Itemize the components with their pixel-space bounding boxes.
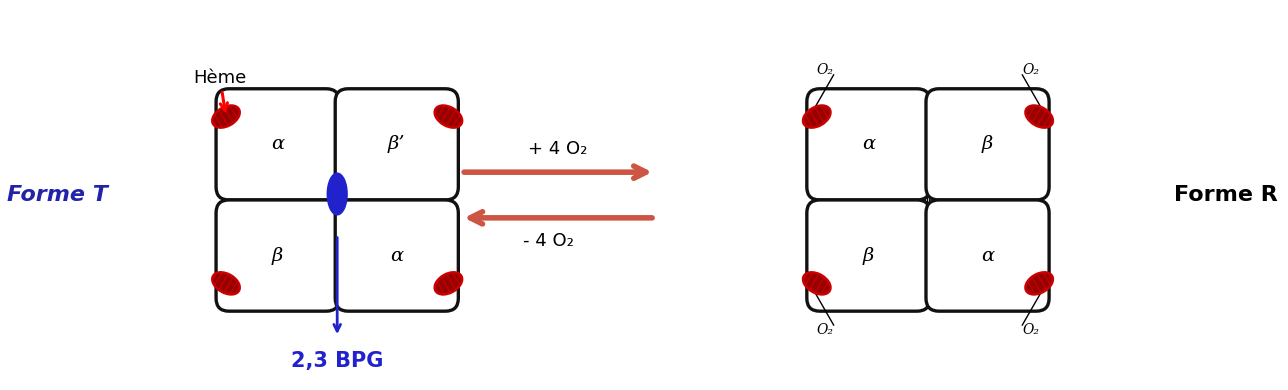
- Text: α: α: [981, 246, 994, 264]
- FancyBboxPatch shape: [216, 200, 339, 311]
- Bar: [263, 209, 412, 227]
- Ellipse shape: [434, 272, 462, 294]
- Text: β’: β’: [388, 135, 406, 153]
- Text: β: β: [863, 246, 875, 264]
- FancyBboxPatch shape: [335, 200, 459, 311]
- Text: Forme R: Forme R: [1173, 185, 1278, 205]
- Text: α: α: [390, 246, 403, 264]
- FancyBboxPatch shape: [335, 89, 459, 200]
- Text: Forme T: Forme T: [6, 185, 107, 205]
- FancyBboxPatch shape: [926, 200, 1050, 311]
- Text: α: α: [270, 135, 285, 153]
- Text: β: β: [272, 246, 283, 264]
- Text: α: α: [862, 135, 875, 153]
- Bar: [854, 173, 1002, 191]
- FancyBboxPatch shape: [926, 89, 1050, 200]
- Text: + 4 O₂: + 4 O₂: [528, 140, 587, 158]
- Ellipse shape: [802, 272, 831, 294]
- Text: β: β: [981, 135, 993, 153]
- Ellipse shape: [1025, 272, 1052, 294]
- FancyBboxPatch shape: [216, 89, 339, 200]
- Ellipse shape: [434, 106, 462, 128]
- Text: 2,3 BPG: 2,3 BPG: [291, 351, 384, 371]
- Ellipse shape: [327, 173, 348, 215]
- Ellipse shape: [213, 272, 240, 294]
- Ellipse shape: [213, 106, 240, 128]
- Text: - 4 O₂: - 4 O₂: [523, 232, 573, 250]
- Text: O₂: O₂: [817, 323, 833, 337]
- FancyBboxPatch shape: [806, 89, 930, 200]
- Text: O₂: O₂: [1023, 63, 1039, 77]
- Ellipse shape: [802, 106, 831, 128]
- Text: O₂: O₂: [1023, 323, 1039, 337]
- Bar: [917, 143, 939, 257]
- Bar: [326, 143, 348, 257]
- Bar: [854, 209, 1002, 227]
- Bar: [263, 173, 412, 191]
- Ellipse shape: [1025, 106, 1052, 128]
- FancyBboxPatch shape: [806, 200, 930, 311]
- Text: O₂: O₂: [817, 63, 833, 77]
- Text: Hème: Hème: [193, 69, 246, 110]
